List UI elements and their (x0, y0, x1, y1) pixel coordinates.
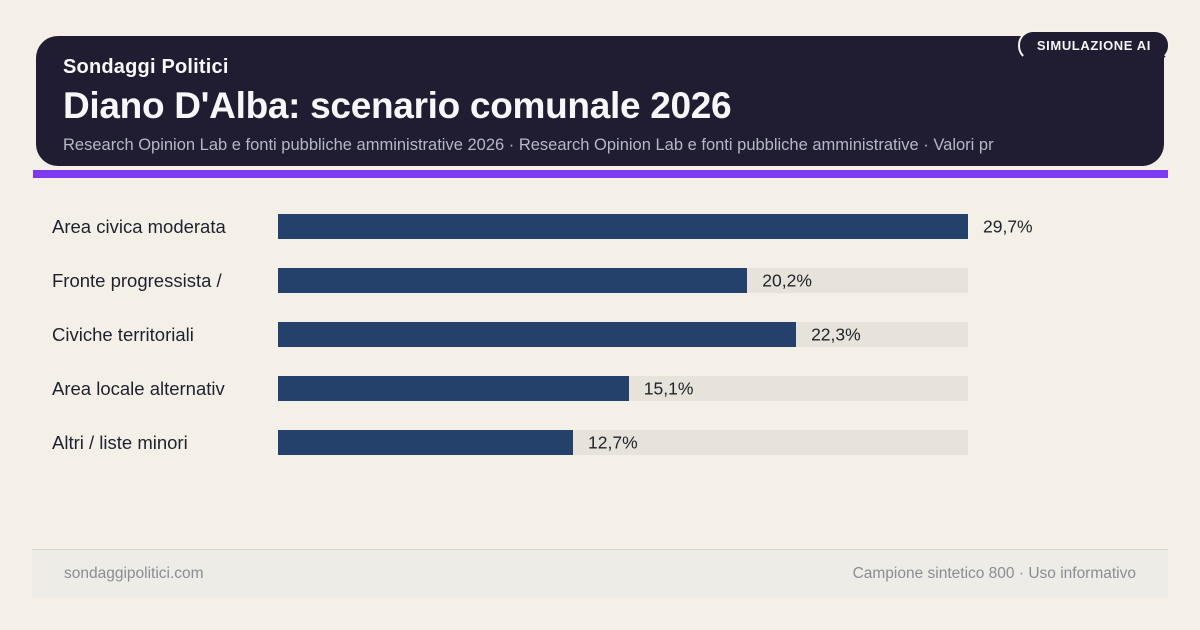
chart-row: Area locale alternativ 15,1% (52, 376, 1168, 401)
site-kicker: Sondaggi Politici (63, 56, 229, 78)
simulation-badge: SIMULAZIONE AI (1017, 30, 1170, 61)
value-label: 15,1% (643, 378, 694, 398)
bar (278, 376, 629, 401)
bar-track: 15,1% (278, 376, 968, 401)
bar (278, 430, 574, 455)
page-subtitle: Research Opinion Lab e fonti pubbliche a… (63, 136, 994, 154)
category-label: Area civica moderata (52, 215, 226, 237)
bar-track: 29,7% (278, 214, 1033, 239)
chart-row: Civiche territoriali 22,3% (52, 322, 1168, 347)
footer-note: Campione sintetico 800 · Uso informativo (852, 564, 1136, 582)
value-label: 29,7% (983, 216, 1033, 236)
bar-track: 20,2% (278, 268, 968, 293)
chart-row: Fronte progressista / 20,2% (52, 268, 1168, 293)
header-card: Sondaggi Politici Diano D'Alba: scenario… (36, 36, 1164, 166)
bar-track: 12,7% (278, 430, 968, 455)
footer: sondaggipolitici.com Campione sintetico … (32, 549, 1168, 597)
chart-row: Area civica moderata 29,7% (52, 214, 1168, 239)
value-label: 12,7% (588, 432, 638, 452)
page-title: Diano D'Alba: scenario comunale 2026 (63, 85, 732, 126)
category-label: Area locale alternativ (52, 377, 225, 399)
category-label: Civiche territoriali (52, 323, 194, 345)
value-label: 20,2% (762, 270, 812, 290)
bar (278, 268, 748, 293)
bar-track: 22,3% (278, 322, 968, 347)
bar (278, 322, 797, 347)
bar (278, 214, 968, 239)
category-label: Altri / liste minori (52, 431, 188, 453)
value-label: 22,3% (811, 324, 861, 344)
chart-row: Altri / liste minori 12,7% (52, 430, 1168, 455)
category-label: Fronte progressista / (52, 269, 222, 291)
bar-chart: Area civica moderata 29,7% Fronte progress… (52, 214, 1168, 484)
footer-site: sondaggipolitici.com (64, 564, 204, 582)
accent-rule (33, 170, 1168, 178)
